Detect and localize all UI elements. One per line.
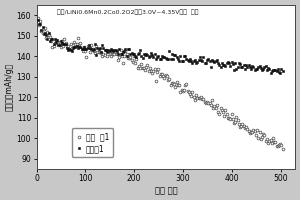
Line: 实施例1: 实施例1 (36, 18, 284, 74)
实施例1 (269, 72, 272, 74)
Line: 对比  例1: 对比 例1 (36, 17, 284, 151)
对比  例1 (98, 51, 102, 53)
对比  例1 (275, 145, 278, 148)
实施例1 (98, 46, 102, 49)
Legend: 对比  例1, 实施例1: 对比 例1, 实施例1 (71, 128, 113, 157)
实施例1 (36, 19, 40, 21)
对比  例1 (183, 84, 187, 87)
实施例1 (281, 70, 284, 72)
对比  例1 (157, 68, 160, 71)
对比  例1 (281, 148, 284, 151)
对比  例1 (36, 17, 40, 20)
X-axis label: 循环 周数: 循环 周数 (154, 186, 177, 195)
Text: 石墨/LiNi0.6Mn0.2Co0.2O2电池3.0V~4.35V循环  曲线: 石墨/LiNi0.6Mn0.2Co0.2O2电池3.0V~4.35V循环 曲线 (57, 10, 199, 15)
实施例1 (238, 63, 242, 65)
实施例1 (276, 67, 280, 70)
实施例1 (157, 54, 160, 57)
对比  例1 (164, 74, 167, 76)
实施例1 (183, 55, 187, 57)
Y-axis label: 充容量（mAh/g）: 充容量（mAh/g） (5, 63, 14, 111)
对比  例1 (238, 125, 242, 128)
实施例1 (164, 57, 167, 59)
